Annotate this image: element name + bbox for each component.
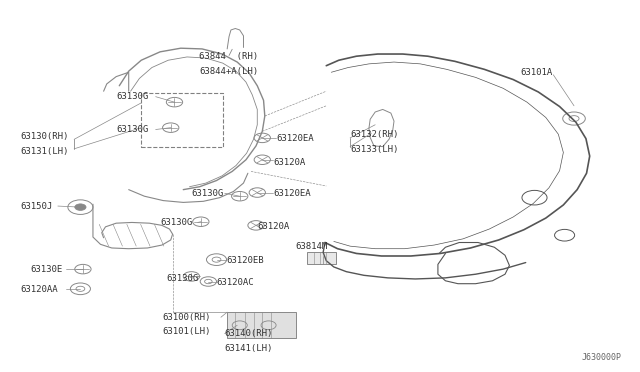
Text: 63120AC: 63120AC <box>216 278 254 287</box>
Text: J630000P: J630000P <box>581 353 621 362</box>
Text: 63100(RH): 63100(RH) <box>162 313 211 322</box>
Bar <box>307 251 336 264</box>
Text: 63131(LH): 63131(LH) <box>20 147 68 156</box>
Text: 63120A: 63120A <box>273 158 305 167</box>
Text: 63140(RH): 63140(RH) <box>225 329 273 338</box>
Text: 63130G: 63130G <box>116 125 148 134</box>
Text: 63132(RH): 63132(RH) <box>350 131 399 140</box>
Text: 63120AA: 63120AA <box>20 285 58 294</box>
Circle shape <box>75 204 86 211</box>
Text: 63814M: 63814M <box>295 242 327 251</box>
Text: 63120A: 63120A <box>257 222 289 231</box>
Text: 63130G: 63130G <box>160 218 192 227</box>
Text: 63130(RH): 63130(RH) <box>20 132 68 141</box>
Text: 63130G: 63130G <box>116 92 148 101</box>
Text: 63130G: 63130G <box>166 275 198 283</box>
Text: 63150J: 63150J <box>20 202 52 211</box>
Text: 63133(LH): 63133(LH) <box>350 145 399 154</box>
Text: 63101(LH): 63101(LH) <box>162 327 211 336</box>
Text: 63101A: 63101A <box>521 68 553 77</box>
Text: 63141(LH): 63141(LH) <box>225 344 273 353</box>
Text: 63120EA: 63120EA <box>273 189 310 198</box>
Text: 63130E: 63130E <box>30 265 63 274</box>
Text: 63120EB: 63120EB <box>226 256 264 265</box>
Text: 63844  (RH): 63844 (RH) <box>200 52 259 61</box>
Text: 63844+A(LH): 63844+A(LH) <box>200 67 259 76</box>
Text: 63130G: 63130G <box>191 189 223 198</box>
Text: 63120EA: 63120EA <box>276 134 314 143</box>
Bar <box>227 312 296 339</box>
